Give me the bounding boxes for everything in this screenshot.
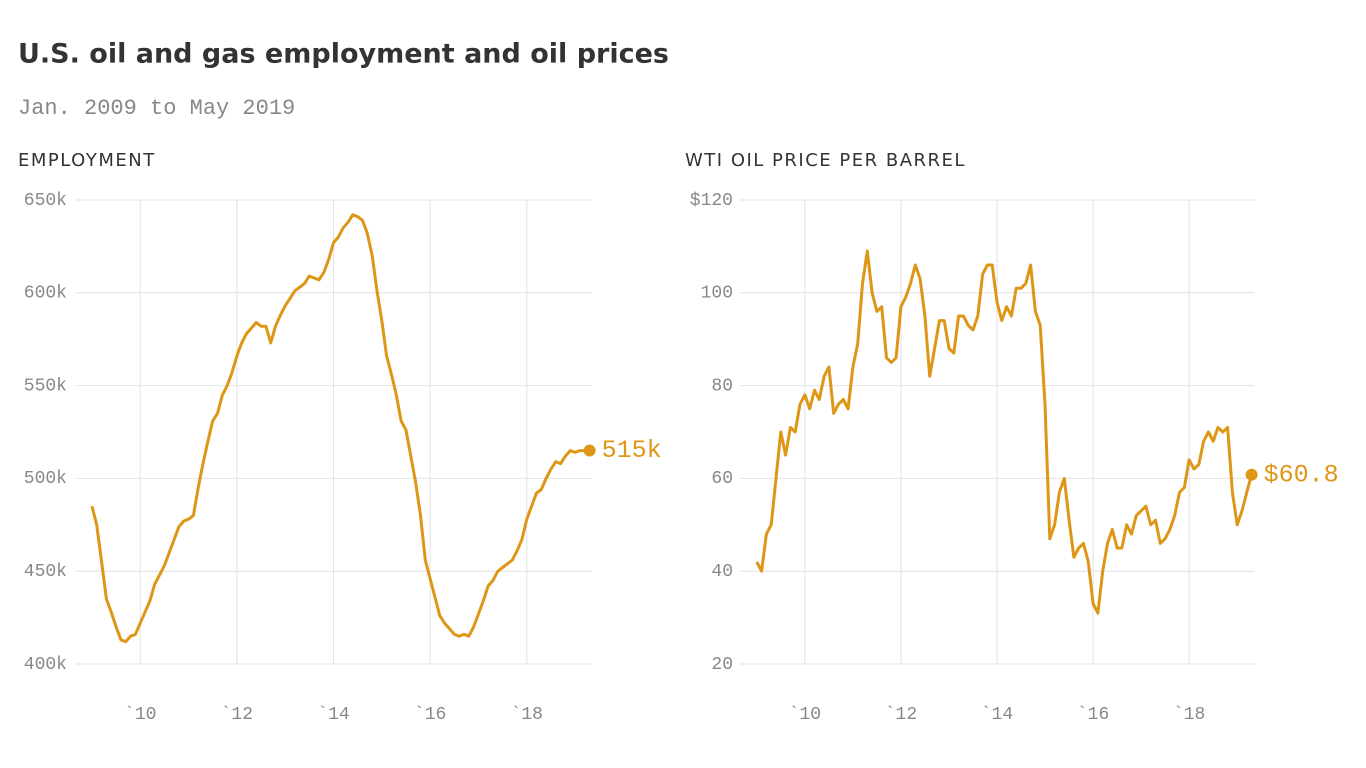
subtitle: Jan. 2009 to May 2019 bbox=[18, 96, 295, 121]
y-tick-label: 80 bbox=[711, 376, 733, 396]
x-tick-label: `18 bbox=[511, 705, 543, 725]
x-tick-label: `16 bbox=[1077, 705, 1109, 725]
end-label: 515k bbox=[602, 436, 662, 465]
line bbox=[755, 249, 1254, 615]
end-point bbox=[583, 444, 596, 457]
end-label: $60.8 bbox=[1264, 460, 1339, 489]
x-tick-label: `14 bbox=[981, 705, 1013, 725]
title: U.S. oil and gas employment and oil pric… bbox=[18, 39, 669, 70]
y-tick-label: 60 bbox=[711, 469, 733, 489]
x-tick-label: `12 bbox=[885, 705, 917, 725]
y-tick-label: 600k bbox=[24, 284, 67, 304]
x-tick-label: `18 bbox=[1173, 705, 1205, 725]
x-tick-label: `12 bbox=[221, 705, 253, 725]
x-tick-label: `14 bbox=[317, 705, 349, 725]
y-tick-label: $120 bbox=[690, 191, 733, 211]
y-tick-label: 500k bbox=[24, 469, 67, 489]
line bbox=[90, 213, 590, 644]
chart-title: WTI OIL PRICE PER BARREL bbox=[685, 150, 966, 171]
y-tick-label: 400k bbox=[24, 655, 67, 675]
y-tick-label: 450k bbox=[24, 562, 67, 582]
x-tick-label: `10 bbox=[789, 705, 821, 725]
y-tick-label: 20 bbox=[711, 655, 733, 675]
y-tick-label: 650k bbox=[24, 191, 67, 211]
x-tick-label: `10 bbox=[124, 705, 156, 725]
y-tick-label: 550k bbox=[24, 376, 67, 396]
y-tick-label: 100 bbox=[701, 284, 733, 304]
y-tick-label: 40 bbox=[711, 562, 733, 582]
chart-title: EMPLOYMENT bbox=[18, 150, 156, 171]
end-point bbox=[1245, 468, 1258, 481]
x-tick-label: `16 bbox=[414, 705, 446, 725]
